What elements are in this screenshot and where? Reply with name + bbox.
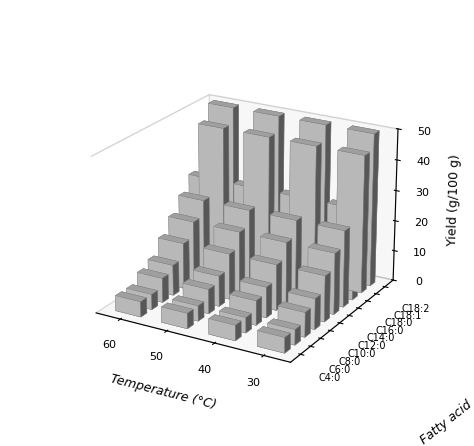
X-axis label: Temperature (°C): Temperature (°C): [109, 372, 218, 411]
Y-axis label: Fatty acid: Fatty acid: [418, 398, 474, 446]
